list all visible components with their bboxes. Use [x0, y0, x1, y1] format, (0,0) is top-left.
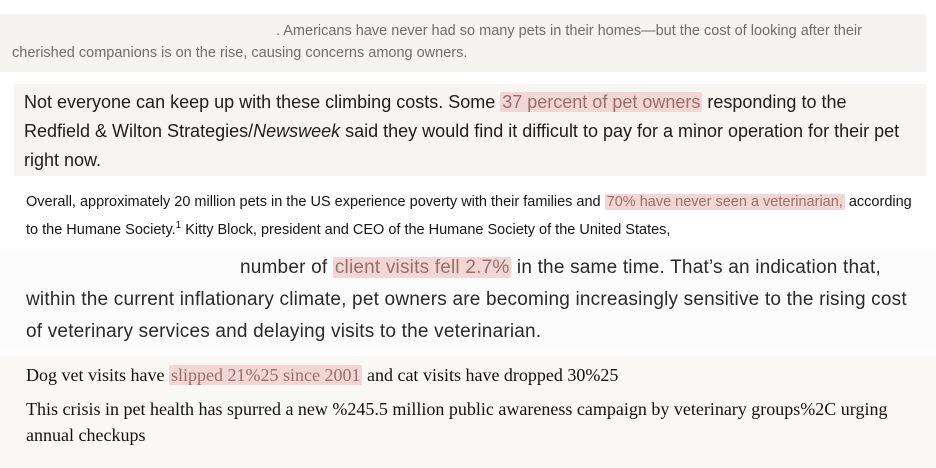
snippet-text-post: and cat visits have dropped 30%25	[362, 365, 619, 385]
snippet-text-post: said they would find it difficult to pay…	[24, 121, 900, 170]
publication-name: Newsweek	[253, 121, 341, 141]
campaign-line: This crisis in pet health has spurred a …	[26, 399, 888, 445]
snippet-text-pre: Dog vet visits have	[26, 365, 169, 385]
snippet-text-pre: Overall, approximately 20 million pets i…	[26, 194, 605, 210]
snippet-text-pre: number of	[240, 257, 333, 278]
vet-visits-line: Dog vet visits have slipped 21%25 since …	[26, 362, 922, 388]
highlight-37-percent: 37 percent of pet owners	[500, 92, 703, 112]
snippet-client-visits: number of client visits fell 2.7% in the…	[0, 250, 936, 350]
snippet-pet-poverty: Overall, approximately 20 million pets i…	[16, 184, 928, 248]
snippet-text-post: Kitty Block, president and CEO of the Hu…	[181, 222, 671, 238]
snippet-text-post: in the same time. That’s an indication t…	[26, 257, 907, 342]
snippet-text-pre: Not everyone can keep up with these clim…	[24, 92, 501, 112]
footnote-marker: 1	[175, 220, 182, 232]
highlight-70-percent: 70% have never seen a veterinarian,	[604, 194, 845, 210]
snippet-text: . Americans have never had so many pets …	[12, 23, 862, 61]
snippet-text-mid: according to the Humane Society.	[26, 194, 912, 238]
snippet-text-mid: responding to the Redfield & Wilton Stra…	[24, 92, 847, 141]
snippet-climbing-costs: Not everyone can keep up with these clim…	[14, 84, 926, 176]
highlight-client-visits: client visits fell 2.7%	[332, 257, 512, 278]
snippet-vet-visits: Dog vet visits have slipped 21%25 since …	[0, 356, 936, 468]
snippet-pets-cost: . Americans have never had so many pets …	[0, 14, 926, 72]
highlight-slipped: slipped 21%25 since 2001	[168, 365, 363, 385]
